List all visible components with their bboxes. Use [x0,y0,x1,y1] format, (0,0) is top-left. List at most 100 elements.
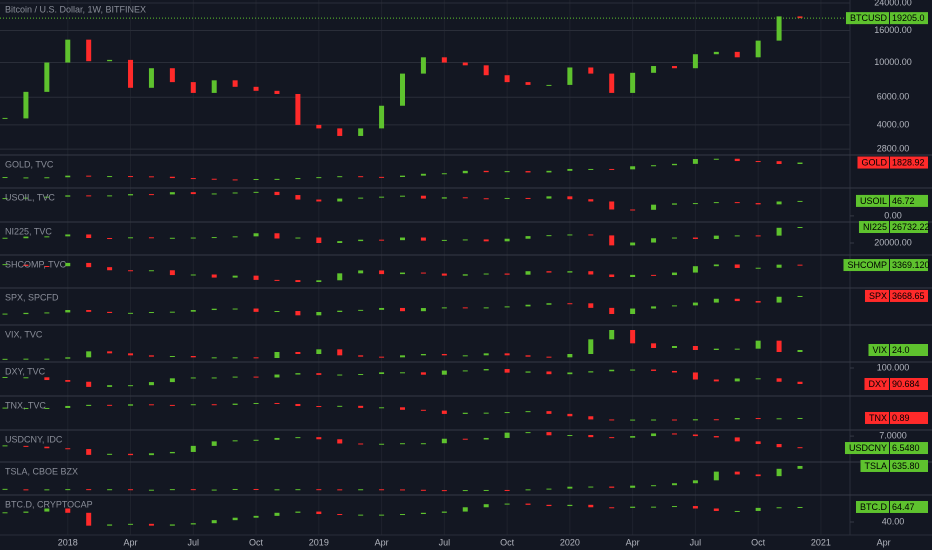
candle [441,273,447,276]
candle [671,433,677,435]
candle [776,378,782,382]
candle [211,357,217,359]
candle [630,72,636,93]
candle [107,311,113,314]
candle [483,65,489,76]
candle [107,59,113,62]
candle [483,504,489,508]
candle [148,176,154,178]
candle [358,197,364,199]
candle [400,175,405,177]
candle [211,377,217,379]
candle [734,378,740,382]
tag-value: 26732.22 [892,222,930,232]
tag-value: 1828.92 [892,157,925,167]
candle [588,416,594,420]
candle [107,238,113,240]
candle [776,264,782,268]
candle [65,448,71,450]
candle [525,271,531,275]
candle [44,312,50,314]
tag-symbol: SPX [869,291,887,301]
candle [379,407,385,409]
candle [504,197,510,199]
tag-symbol: TSLA [864,461,887,471]
last-value-tag: BTC.D 64.47 [856,500,928,513]
candle [337,489,343,491]
candle [462,490,468,492]
candle [483,353,489,356]
candle [23,91,29,119]
candle [755,235,761,237]
candle [23,377,29,379]
candle [295,352,301,354]
candle [755,418,761,420]
candle [671,506,677,508]
candle [44,236,50,238]
tag-symbol: USOIL [860,196,887,206]
candle [567,303,573,305]
candle [400,443,405,445]
candle [651,306,657,309]
candle [358,309,364,311]
candle [274,90,280,94]
candle [567,486,573,489]
candle [190,237,196,239]
candle [211,441,217,446]
candle [253,488,259,490]
last-value-tag: SHCOMP 3369.120 [843,259,930,272]
candle [713,235,719,239]
candle [337,176,343,178]
candle [400,237,405,241]
candle [65,195,71,197]
candle [44,377,50,381]
candle [337,439,343,444]
candle [316,280,322,283]
candle [316,177,322,179]
candle [420,57,426,74]
candle [358,128,364,136]
candle [692,266,698,273]
candle [253,233,259,237]
candle [295,311,301,316]
candle [546,196,552,199]
candle [755,267,761,269]
x-tick-label: Oct [249,537,264,547]
candle [358,355,364,357]
candle [420,195,426,199]
candle [755,203,761,205]
candle [588,371,594,373]
candle [379,176,385,178]
y-tick-label: 2800.00 [877,144,910,154]
candle [441,57,447,63]
candle [86,175,92,177]
y-tick-label: 100.000 [877,362,910,372]
candle [232,179,238,181]
candle [2,488,8,490]
candle [274,402,280,404]
candle [190,310,196,312]
candle [107,404,113,406]
candle [253,376,259,378]
candle [504,412,510,414]
candle [190,489,196,491]
candle [630,166,636,170]
candle [169,489,175,491]
candle [692,419,698,421]
candle [630,506,636,508]
tag-symbol: USDCNY [849,443,887,453]
candle [169,311,175,313]
candle [2,512,8,514]
x-tick-label: Apr [124,537,138,547]
tag-value: 46.72 [892,196,915,206]
candle [483,198,489,200]
candle [630,436,636,438]
y-tick-label: 16000.00 [874,25,912,35]
candle [65,508,71,513]
candle [651,419,657,421]
candle [169,524,175,526]
candle [65,405,71,408]
candle [734,298,740,302]
candle [400,355,405,358]
candle [420,237,426,241]
